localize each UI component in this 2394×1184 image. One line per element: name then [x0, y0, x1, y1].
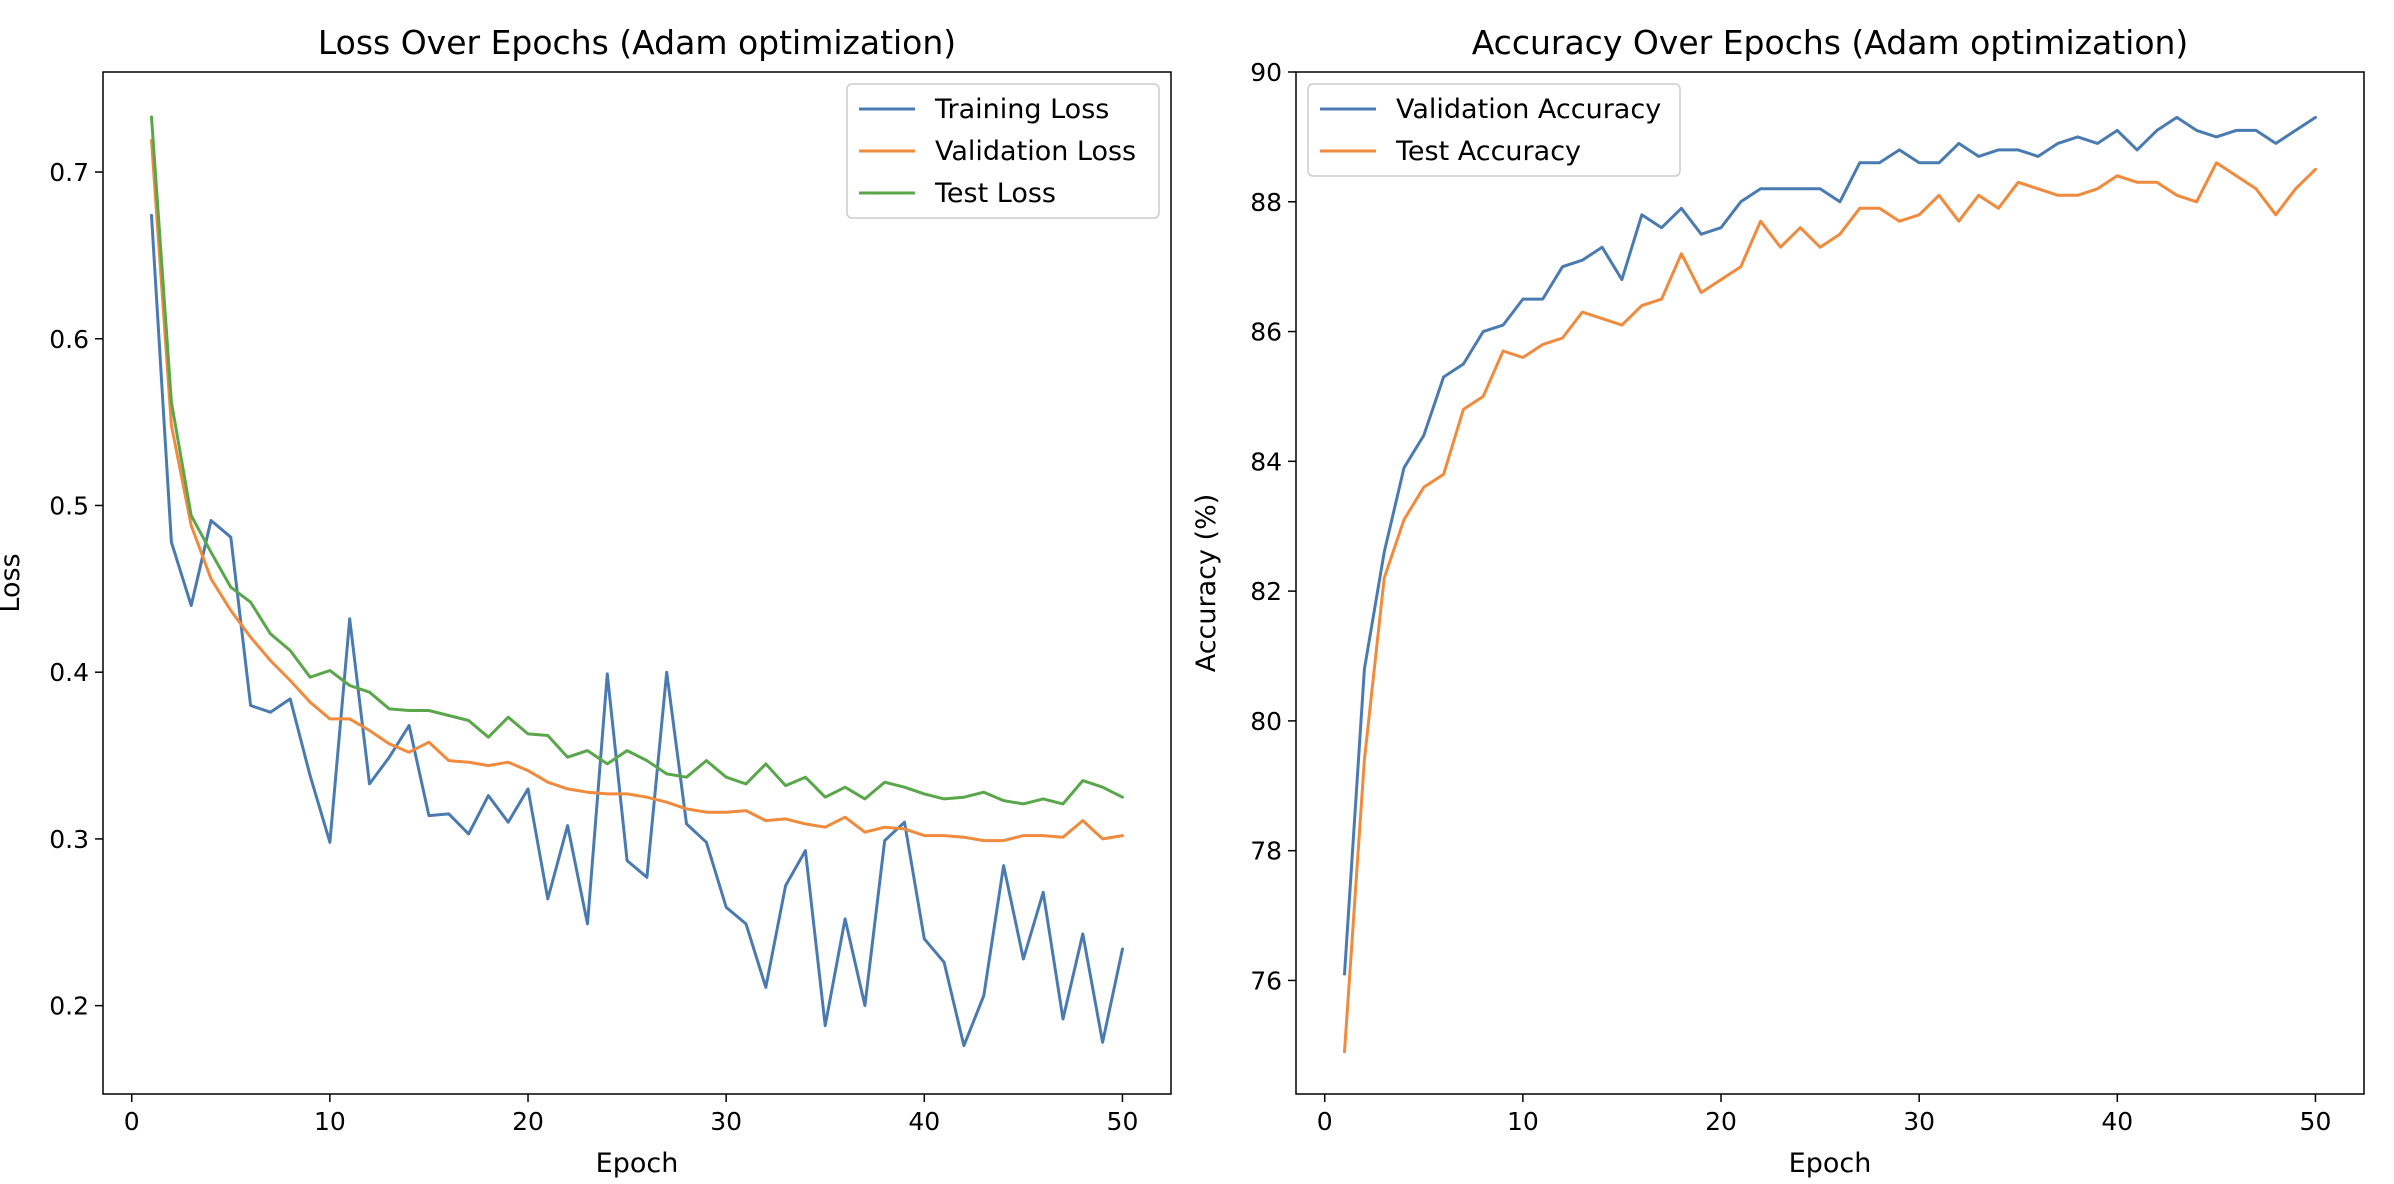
loss-x-tick-label: 20 — [512, 1107, 544, 1136]
accuracy-x-tick-label: 20 — [1705, 1107, 1737, 1136]
accuracy-x-tick-label: 50 — [2300, 1107, 2332, 1136]
accuracy-y-tick-label: 80 — [1250, 707, 1282, 736]
accuracy-x-tick-label: 0 — [1317, 1107, 1333, 1136]
loss-legend: Training Loss Validation Loss Test Loss — [846, 83, 1160, 219]
accuracy-axes-frame — [1295, 71, 2365, 1095]
loss-series-line-2 — [150, 115, 1124, 806]
accuracy-y-tick-label: 90 — [1250, 58, 1282, 87]
accuracy-legend-label-1: Test Accuracy — [1395, 136, 1581, 167]
loss-y-tick-label: 0.2 — [49, 992, 89, 1021]
loss-y-tick-label: 0.3 — [49, 825, 89, 854]
accuracy-legend: Validation Accuracy Test Accuracy — [1307, 83, 1681, 177]
accuracy-y-tick-label: 82 — [1250, 577, 1282, 606]
loss-y-tick-label: 0.4 — [49, 658, 89, 687]
loss-x-tick-label: 30 — [710, 1107, 742, 1136]
accuracy-legend-label-0: Validation Accuracy — [1396, 94, 1661, 125]
loss-x-tick-label: 40 — [908, 1107, 940, 1136]
loss-y-tick-label: 0.7 — [49, 158, 89, 187]
accuracy-x-tick-label: 10 — [1507, 1107, 1539, 1136]
loss-legend-label-0: Training Loss — [934, 94, 1109, 125]
loss-y-tick-label: 0.5 — [49, 491, 89, 520]
loss-series-line-1 — [150, 138, 1124, 843]
accuracy-x-tick-label: 30 — [1903, 1107, 1935, 1136]
accuracy-legend-box — [1307, 83, 1681, 177]
accuracy-series-line-1 — [1343, 161, 2317, 1054]
loss-series-line-0 — [150, 213, 1124, 1048]
loss-x-tick-label: 0 — [124, 1107, 140, 1136]
loss-x-tick-label: 50 — [1107, 1107, 1139, 1136]
loss-x-tick-label: 10 — [314, 1107, 346, 1136]
accuracy-series-line-0 — [1343, 115, 2317, 976]
loss-x-axis-label: Epoch — [596, 1148, 679, 1179]
loss-y-tick-label: 0.6 — [49, 325, 89, 354]
loss-y-axis-label: Loss — [0, 553, 26, 612]
accuracy-y-tick-label: 76 — [1250, 966, 1282, 995]
accuracy-chart-title: Accuracy Over Epochs (Adam optimization) — [1472, 23, 2189, 62]
accuracy-y-tick-label: 84 — [1250, 447, 1282, 476]
loss-axes-frame — [102, 71, 1172, 1095]
accuracy-x-axis-label: Epoch — [1789, 1148, 1872, 1179]
loss-legend-label-2: Test Loss — [934, 178, 1056, 209]
loss-chart: 0 10 20 30 40 50 0.2 0.3 0.4 0.5 0.6 0.7 Loss Over E… — [0, 23, 1172, 1179]
loss-legend-label-1: Validation Loss — [935, 136, 1136, 167]
accuracy-x-tick-label: 40 — [2101, 1107, 2133, 1136]
accuracy-y-axis-label: Accuracy (%) — [1191, 494, 1222, 673]
accuracy-y-tick-label: 88 — [1250, 188, 1282, 217]
loss-chart-title: Loss Over Epochs (Adam optimization) — [318, 23, 956, 62]
accuracy-y-tick-label: 86 — [1250, 318, 1282, 347]
accuracy-y-tick-label: 78 — [1250, 837, 1282, 866]
loss-legend-box — [846, 83, 1160, 219]
accuracy-chart: 0 10 20 30 40 50 76 78 80 82 84 86 88 90 Accuracy Over… — [1191, 23, 2365, 1179]
